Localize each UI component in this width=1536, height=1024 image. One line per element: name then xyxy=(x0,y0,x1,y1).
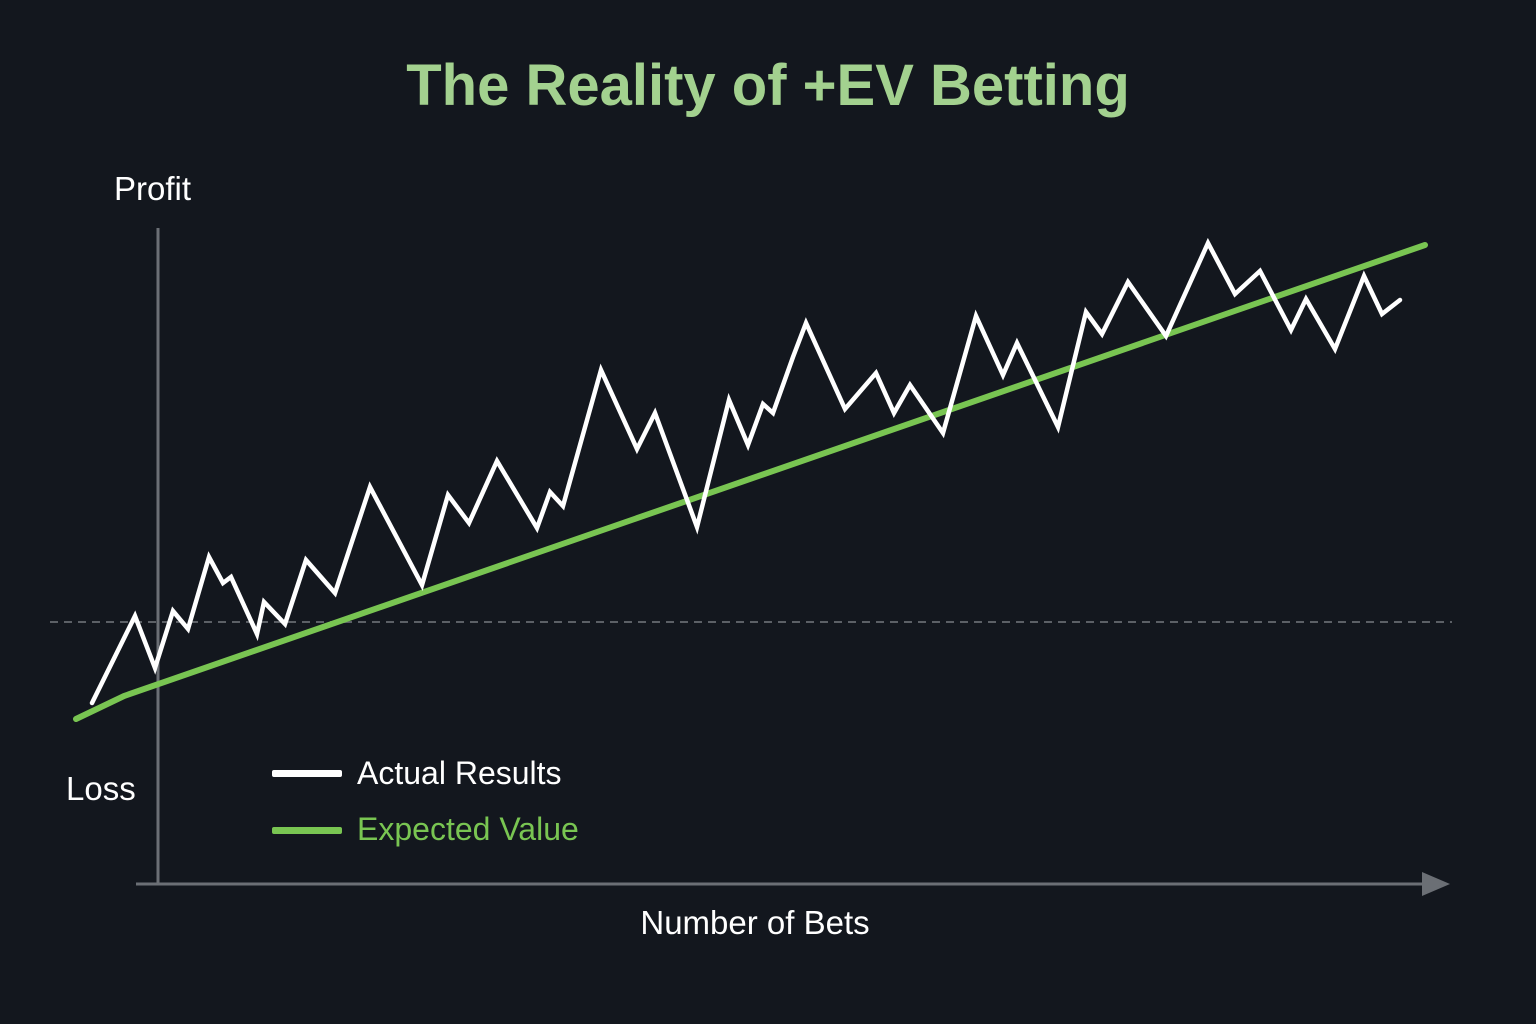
legend-swatch-actual xyxy=(272,770,342,777)
legend-label-actual: Actual Results xyxy=(357,755,562,791)
chart-title: The Reality of +EV Betting xyxy=(406,53,1130,118)
y-axis-label-profit: Profit xyxy=(114,170,192,207)
actual-results-line xyxy=(89,237,1403,706)
x-axis-arrow-icon xyxy=(1422,872,1450,896)
legend-swatch-expected xyxy=(272,827,342,834)
x-axis-label: Number of Bets xyxy=(640,904,870,941)
y-axis-label-loss: Loss xyxy=(66,770,136,807)
legend-label-expected: Expected Value xyxy=(357,811,579,847)
expected-value-line xyxy=(73,242,1428,722)
